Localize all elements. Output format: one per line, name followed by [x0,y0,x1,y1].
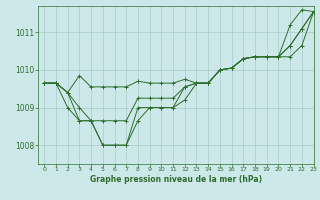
X-axis label: Graphe pression niveau de la mer (hPa): Graphe pression niveau de la mer (hPa) [90,175,262,184]
